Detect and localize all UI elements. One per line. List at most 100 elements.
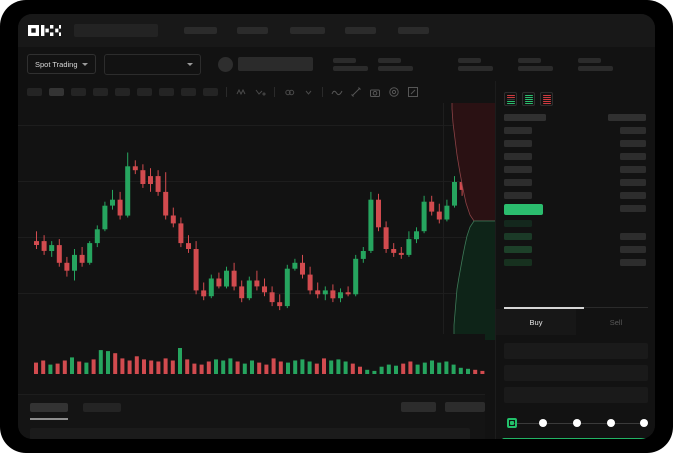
ask-row-size[interactable] (620, 166, 646, 173)
order-book-header-right (608, 114, 646, 121)
okx-logo[interactable] (28, 25, 61, 36)
interval-button-2[interactable] (49, 88, 64, 96)
stat-value (332, 65, 368, 71)
market-depth-chart (443, 103, 495, 340)
ask-row-price[interactable] (504, 153, 532, 160)
bid-row-price[interactable] (504, 233, 532, 240)
chevron-down-icon[interactable] (302, 86, 314, 98)
interval-button-3[interactable] (71, 88, 86, 96)
stat-label (457, 57, 481, 63)
stat-value (377, 65, 413, 71)
stat-block-4 (517, 57, 553, 71)
stepper-node-5[interactable] (640, 419, 648, 427)
indicator-icon[interactable] (235, 86, 247, 98)
stepper-node-3[interactable] (573, 419, 581, 427)
ask-row-price[interactable] (504, 179, 532, 186)
ask-row-price[interactable] (504, 140, 532, 147)
gridline (18, 125, 485, 126)
ask-row-price[interactable] (504, 166, 532, 173)
bid-depth-area (454, 221, 495, 340)
panel-divider (584, 307, 648, 308)
orders-empty-panel (30, 428, 470, 439)
order-book-header-left (504, 114, 546, 121)
nav-item-4[interactable] (345, 27, 376, 34)
stepper-node-2[interactable] (539, 419, 547, 427)
interval-button-4[interactable] (93, 88, 108, 96)
bid-row-price[interactable] (504, 220, 532, 227)
price-chart[interactable] (18, 103, 485, 334)
stat-value (457, 65, 493, 71)
orders-tab-history[interactable] (83, 403, 121, 412)
both-icon[interactable] (504, 92, 517, 106)
primary-cta-button[interactable] (502, 438, 655, 439)
ask-row-size[interactable] (620, 179, 646, 186)
interval-button-9[interactable] (203, 88, 218, 96)
toolbar-divider (226, 87, 227, 97)
ask-row-size[interactable] (620, 153, 646, 160)
asks-icon[interactable] (540, 92, 553, 106)
orders-tab-open[interactable] (30, 403, 68, 412)
ask-row-size[interactable] (620, 140, 646, 147)
trading-mode-selector[interactable]: Spot Trading (27, 54, 96, 74)
orders-action-button-2[interactable] (445, 402, 485, 412)
tab-buy-label: Buy (529, 317, 543, 327)
bid-row-price[interactable] (504, 259, 532, 266)
ask-row-price[interactable] (504, 192, 532, 199)
bid-depth-line (453, 220, 495, 340)
ask-depth-area (452, 103, 495, 221)
ask-row-size[interactable] (620, 205, 646, 212)
interval-button-6[interactable] (137, 88, 152, 96)
bid-row-price[interactable] (504, 246, 532, 253)
nav-item-2[interactable] (237, 27, 268, 34)
bids-icon[interactable] (522, 92, 535, 106)
orders-actions (273, 394, 498, 439)
ruler-icon[interactable] (350, 86, 362, 98)
stepper-node-1[interactable] (507, 418, 517, 428)
stat-block-5 (577, 57, 613, 71)
app-screen: Spot Trading (18, 14, 655, 439)
orders-action-button-1[interactable] (401, 402, 436, 412)
order-field-3[interactable] (504, 387, 648, 403)
ask-row-size[interactable] (620, 127, 646, 134)
gridline (18, 237, 485, 238)
stat-block-3 (457, 57, 493, 71)
line-chart-icon[interactable] (331, 86, 343, 98)
nav-item-1[interactable] (184, 27, 217, 34)
interval-button-1[interactable] (27, 88, 42, 96)
tab-buy[interactable]: Buy (496, 309, 576, 335)
interval-button-7[interactable] (159, 88, 174, 96)
last-price-row[interactable] (504, 204, 543, 215)
order-field-2[interactable] (504, 365, 648, 381)
bid-row-size[interactable] (620, 246, 646, 253)
bid-row-size[interactable] (620, 233, 646, 240)
order-book-mode-group (496, 81, 655, 106)
settings-icon[interactable] (388, 86, 400, 98)
tab-sell[interactable]: Sell (576, 309, 655, 335)
interval-button-5[interactable] (115, 88, 130, 96)
stepper-node-4[interactable] (607, 419, 615, 427)
ask-row-size[interactable] (620, 192, 646, 199)
onboarding-stepper (502, 416, 650, 432)
search-input[interactable] (74, 24, 158, 37)
stat-label (332, 57, 356, 63)
nav-item-5[interactable] (398, 27, 429, 34)
instrument-toolbar: Spot Trading (18, 47, 655, 81)
compare-icon[interactable] (254, 86, 266, 98)
interval-button-8[interactable] (181, 88, 196, 96)
ask-depth-line (451, 103, 495, 222)
bid-row-size[interactable] (620, 259, 646, 266)
nav-item-3[interactable] (290, 27, 325, 34)
gridline (18, 181, 485, 182)
stat-block-1 (332, 57, 368, 71)
camera-icon[interactable] (369, 86, 381, 98)
trading-mode-label: Spot Trading (35, 59, 78, 69)
order-book-rows[interactable] (496, 114, 655, 304)
order-field-1[interactable] (504, 343, 648, 359)
depth-area (451, 103, 495, 340)
fullscreen-icon[interactable] (407, 86, 419, 98)
pair-coin-icon (217, 56, 233, 72)
template-icon[interactable] (283, 86, 295, 98)
pair-selector[interactable] (103, 53, 201, 75)
ask-row-price[interactable] (504, 127, 532, 134)
